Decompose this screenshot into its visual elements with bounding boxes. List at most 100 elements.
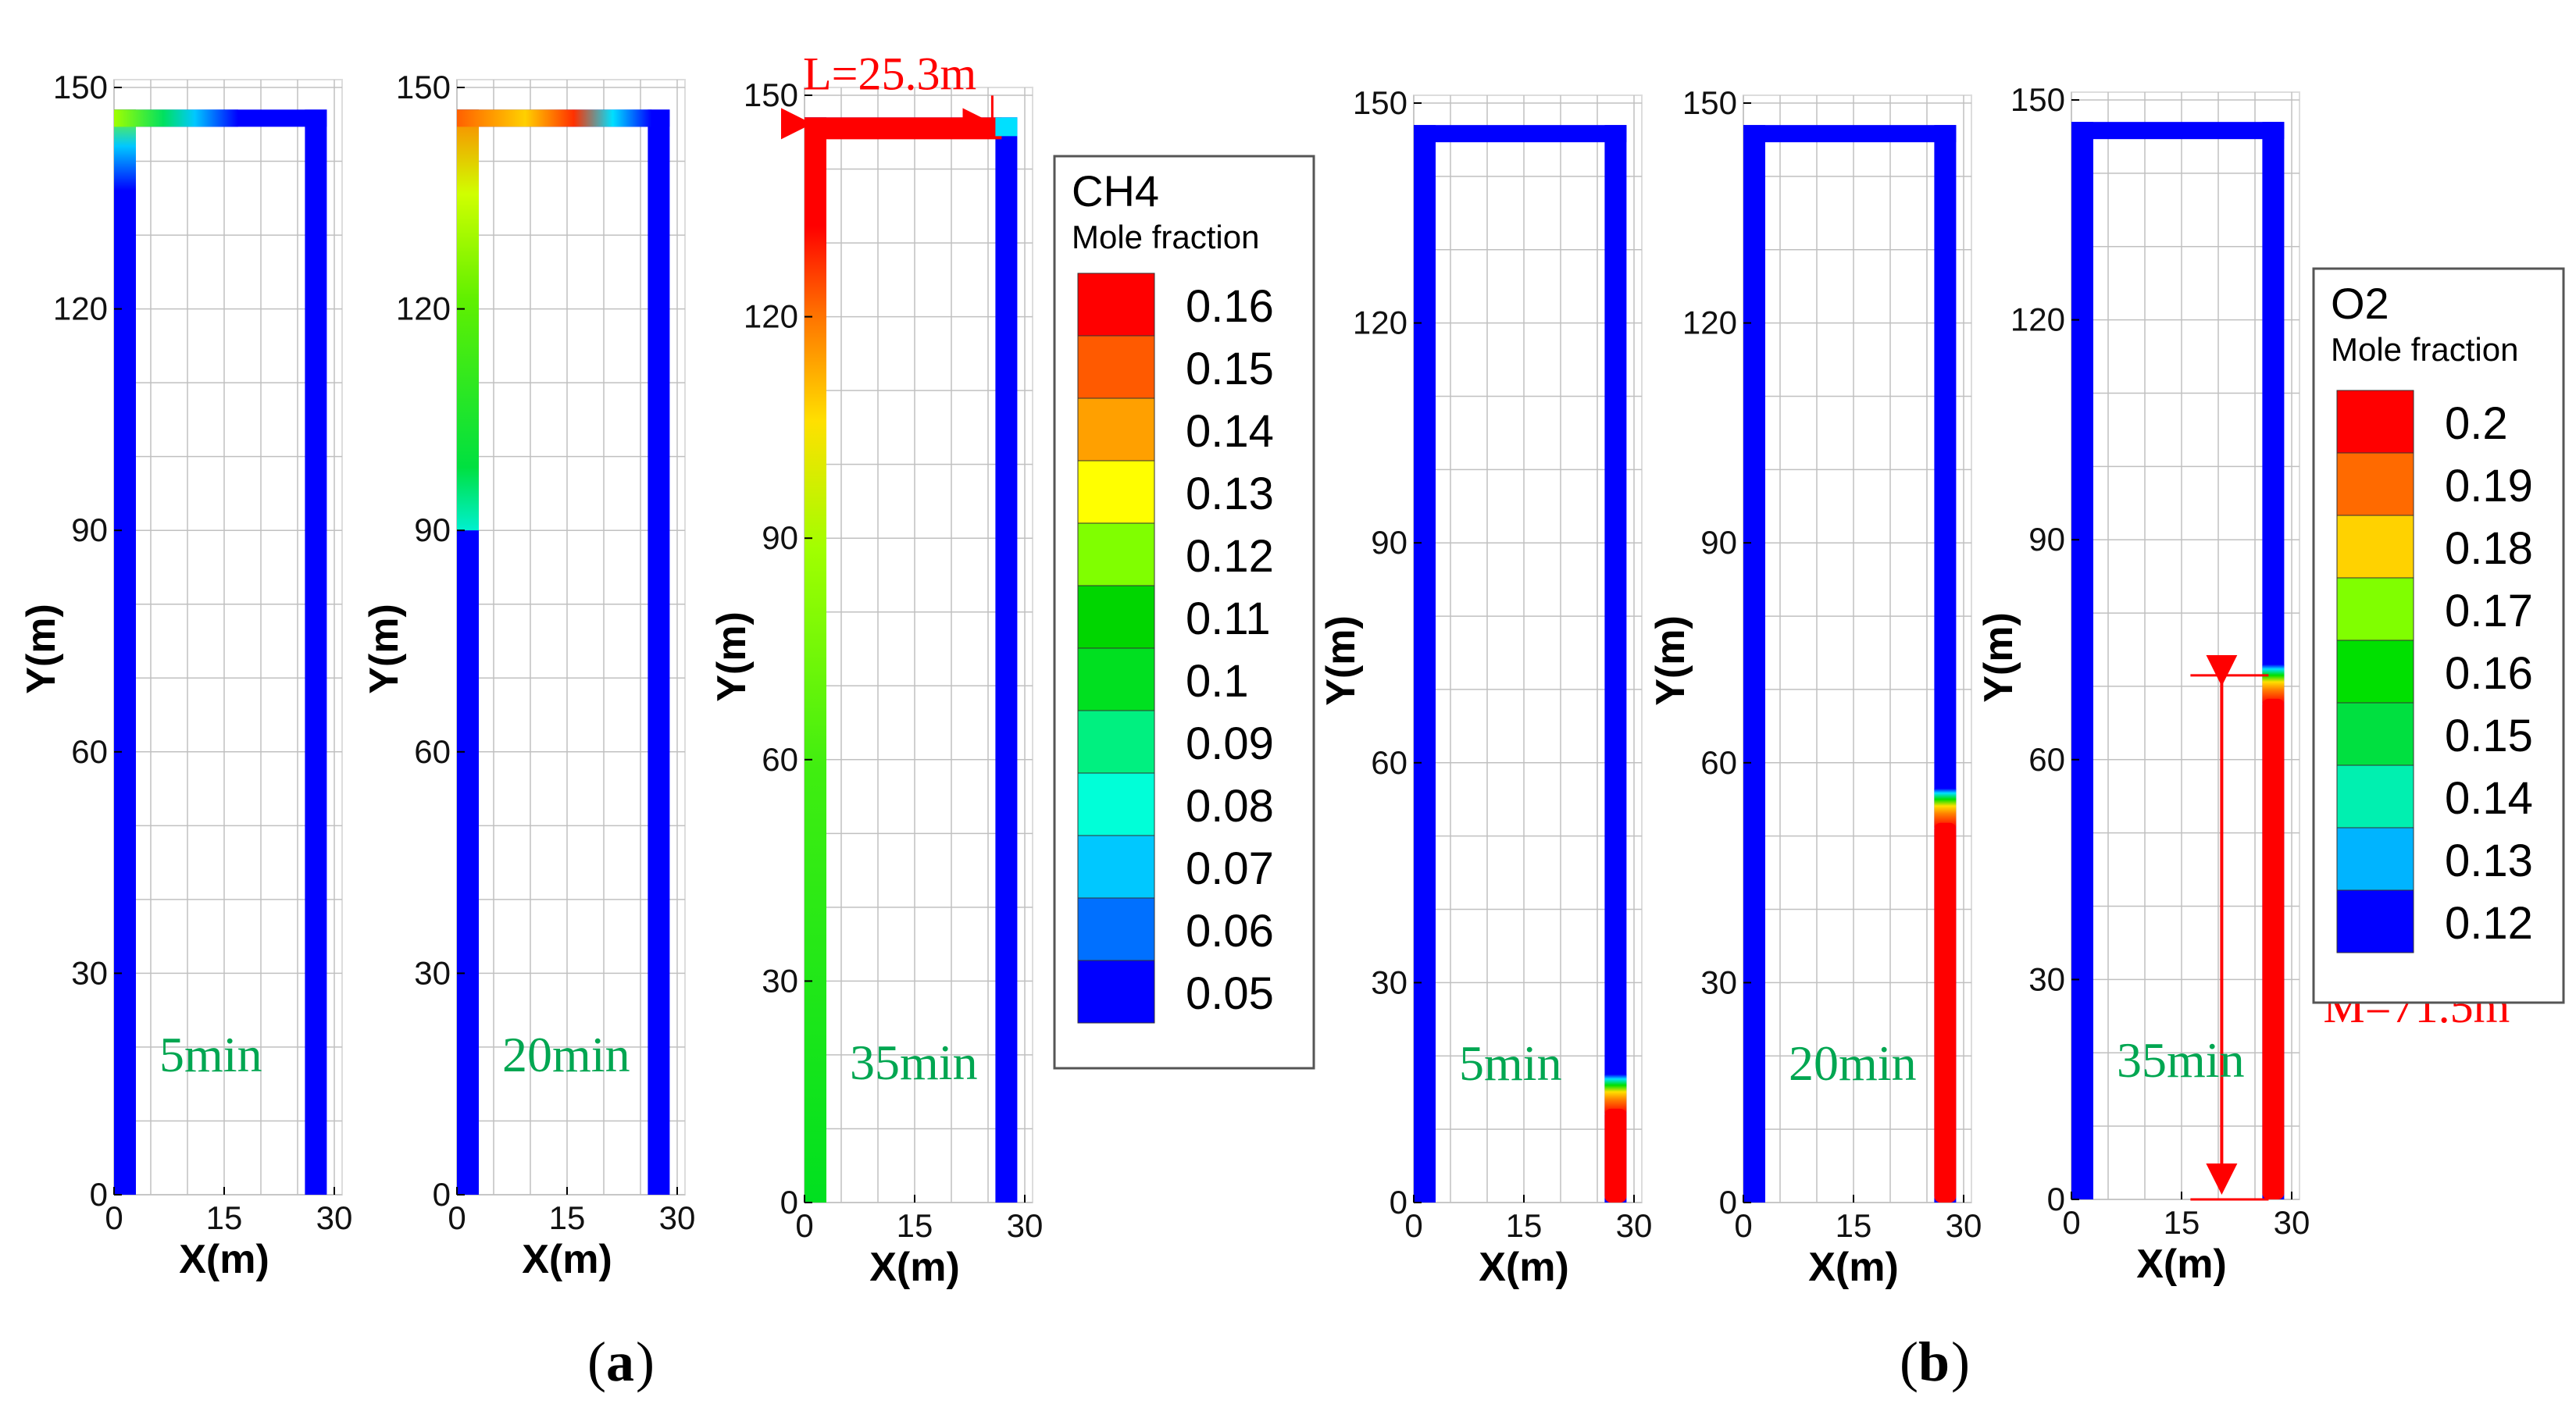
legend-value: 0.18 [2445,523,2533,574]
y-tick-label: 30 [71,954,108,991]
plot-area [113,79,343,1196]
x-axis-title: X(m) [1808,1245,1899,1290]
y-tick-label: 150 [53,69,108,105]
panel-label-a-open: ( [587,1331,606,1393]
legend-swatch [1077,835,1155,899]
y-tick-label: 0 [90,1176,108,1213]
time-label: 35min [2117,1032,2245,1088]
plot-area [1413,94,1643,1203]
plot-panel-1: 0 30 60 90 120 150 0 15 30 X(m) Y(m) 5min [19,69,352,1282]
right-tunnel-wall [305,109,327,1196]
plot-area [2071,91,2300,1200]
y-axis-title: Y(m) [362,604,407,694]
y-tick-label: 0 [780,1184,798,1220]
x-tick-label: 15 [897,1207,933,1244]
y-tick-label: 150 [2010,81,2065,118]
y-tick-label: 60 [414,733,451,770]
panel-label-b-close: ) [1951,1331,1970,1393]
x-tick-label: 30 [1946,1207,1982,1244]
x-axis-title: X(m) [522,1237,612,1282]
legend-value: 0.15 [1186,344,1274,394]
legend-value: 0.12 [2445,898,2533,949]
y-tick-label: 30 [414,954,451,991]
legend-swatch [1077,335,1155,399]
legend-value: 0.05 [1186,968,1274,1019]
legend-swatch [1077,460,1155,524]
legend-swatch [2336,390,2414,454]
legend-swatch [1077,897,1155,961]
ch4-top-beam-concentration [805,117,1002,140]
legend-swatch [2336,640,2414,704]
plot-panel-3: L=25.3m 0 30 60 90 120 150 0 15 30 X(m) Y(m) 35min [709,48,1043,1290]
legend-swatch [1077,585,1155,649]
legend-value: 0.14 [1186,406,1274,457]
y-tick-label: 60 [1371,744,1408,781]
legend-value: 0.17 [2445,586,2533,636]
legend-subtitle: Mole fraction [2331,331,2518,368]
legend-swatch [1077,772,1155,836]
o2-front-gradient [1604,1074,1627,1114]
legend-title: O2 [2331,279,2389,328]
legend-value: 0.16 [2445,648,2533,699]
y-tick-label: 90 [414,511,451,548]
legend-swatch [1077,960,1155,1024]
y-tick-label: 60 [1700,744,1737,781]
y-tick-label: 120 [1353,305,1408,341]
x-tick-label: 15 [1836,1207,1872,1244]
x-tick-label: 0 [1404,1207,1422,1244]
legend-swatch [2336,702,2414,766]
legend-swatch [1077,273,1155,337]
x-tick-label: 0 [2062,1204,2080,1241]
y-tick-label: 150 [396,69,451,105]
ch4-left-wall-concentration [457,109,479,531]
y-tick-label: 0 [1719,1184,1737,1220]
right-tunnel-wall [648,109,670,1196]
x-tick-label: 30 [1007,1207,1044,1244]
legend-subtitle: Mole fraction [1072,219,1259,255]
legend-value: 0.11 [1186,593,1271,644]
ch4-right-corner-concentration [995,117,1018,137]
y-tick-label: 90 [2028,521,2065,558]
x-axis-title: X(m) [869,1245,960,1290]
y-tick-label: 60 [2028,741,2065,778]
legend-swatch [2336,515,2414,579]
y-tick-label: 90 [71,511,108,548]
legend-value: 0.1 [1186,656,1249,707]
y-tick-label: 90 [1700,524,1737,561]
right-tunnel-wall [1604,125,1627,1203]
x-tick-label: 0 [448,1199,466,1236]
legend-swatch [2336,452,2414,516]
legend-value: 0.19 [2445,461,2533,511]
x-tick-label: 30 [1616,1207,1653,1244]
legend-swatch [1077,647,1155,711]
x-axis-title: X(m) [2136,1242,2227,1287]
legend-value: 0.15 [2445,711,2533,761]
right-tunnel-wall [995,117,1018,1203]
panel-label-a-close: ) [636,1331,655,1393]
left-tunnel-wall [1414,125,1436,1203]
x-tick-label: 15 [549,1199,586,1236]
y-tick-label: 120 [53,290,108,327]
legend-value: 0.06 [1186,906,1274,957]
x-tick-label: 30 [659,1199,696,1236]
legend-swatch [2336,827,2414,891]
x-tick-label: 15 [2164,1204,2200,1241]
x-tick-label: 30 [2274,1204,2310,1241]
left-tunnel-wall [2071,122,2093,1199]
time-label: 20min [1789,1035,1917,1091]
y-axis-title: Y(m) [709,611,755,702]
time-label: 5min [1459,1035,1562,1091]
top-tunnel-beam [1414,125,1627,143]
legend-swatch [1077,397,1155,461]
y-tick-label: 30 [1700,964,1737,1000]
legend-swatch [2336,577,2414,641]
time-label: 5min [159,1027,262,1082]
legend-value: 0.09 [1186,718,1274,769]
x-tick-label: 0 [795,1207,813,1244]
y-tick-label: 120 [744,298,798,335]
plot-panel-4: 0 30 60 90 120 150 0 15 30 X(m) Y(m) 5min [1318,84,1652,1290]
legend-title: CH4 [1072,166,1159,216]
ch4-top-beam-concentration [457,109,652,127]
